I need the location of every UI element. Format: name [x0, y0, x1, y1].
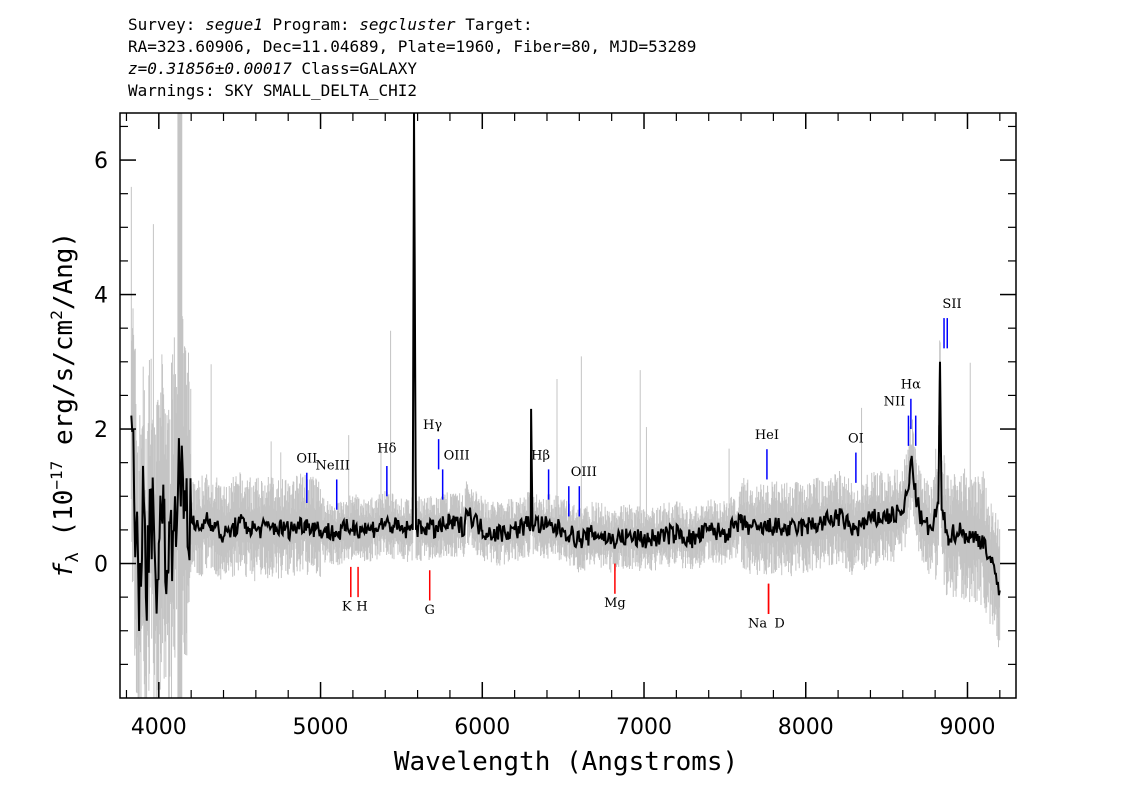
emission-line-label: OI	[848, 431, 864, 446]
spectrum-header: Survey: segue1 Program: segcluster Targe…	[128, 14, 696, 102]
y-axis-exponent-2: 2	[47, 310, 66, 320]
y-axis-symbol: f	[49, 562, 79, 578]
emission-line-label: NeIII	[315, 458, 349, 473]
absorption-line-label: Na	[748, 616, 767, 631]
target-label: Target:	[465, 15, 533, 34]
absorption-line-label: Mg	[604, 596, 626, 611]
emission-line-label: Hδ	[377, 442, 396, 457]
y-tick-label: 2	[94, 418, 108, 443]
flux-line	[130, 113, 1001, 632]
survey-label: Survey:	[128, 15, 196, 34]
x-tick-label: 8000	[778, 715, 834, 740]
emission-line-label: Hγ	[423, 418, 442, 433]
y-axis-title: fλ (10−17 erg/s/cm2/Ang)	[47, 232, 83, 578]
y-axis-unit-mid: erg/s/cm	[49, 320, 79, 461]
redshift-value: z=0.31856±0.00017	[128, 59, 292, 78]
y-axis-unit-end: /Ang)	[49, 232, 79, 310]
emission-line-label: HeI	[755, 428, 779, 443]
plot-frame	[119, 112, 1017, 699]
absorption-line-label: K	[342, 600, 352, 615]
emission-line-label: Hβ	[531, 448, 550, 463]
y-axis-exponent: −17	[47, 461, 66, 490]
header-line-1: Survey: segue1 Program: segcluster Targe…	[128, 14, 696, 36]
emission-line-label: Hα	[901, 378, 921, 393]
absorption-line-label: G	[425, 603, 435, 618]
masked-region	[177, 113, 183, 698]
x-tick-label: 5000	[293, 715, 349, 740]
masked-region-bar	[177, 113, 183, 698]
absorption-line-label: H	[356, 600, 367, 615]
emission-line-label: OII	[296, 452, 317, 467]
emission-line-label: NII	[884, 395, 906, 410]
header-line-2: RA=323.60906, Dec=11.04689, Plate=1960, …	[128, 37, 697, 56]
emission-line-label: OIII	[444, 448, 470, 463]
y-tick-label: 6	[94, 149, 108, 174]
emission-line-label: SII	[942, 297, 961, 312]
absorption-line-label: D	[774, 616, 784, 631]
plot-area	[130, 113, 1001, 698]
program-value: segcluster	[359, 15, 456, 34]
header-line-3: z=0.31856±0.00017 Class=GALAXY	[128, 58, 696, 80]
x-tick-label: 6000	[454, 715, 510, 740]
x-axis-title: Wavelength (Angstroms)	[394, 747, 738, 777]
flux-series	[130, 113, 1001, 632]
x-tick-label: 4000	[131, 715, 187, 740]
warnings-line: Warnings: SKY SMALL_DELTA_CHI2	[128, 81, 417, 100]
line-markers	[306, 318, 949, 614]
x-tick-label: 7000	[616, 715, 672, 740]
survey-value: segue1	[205, 15, 263, 34]
y-axis-subscript: λ	[63, 552, 83, 562]
class-value: Class=GALAXY	[301, 59, 417, 78]
emission-line-label: OIII	[571, 465, 597, 480]
y-axis-unit-start: (10	[49, 490, 79, 553]
x-tick-label: 9000	[939, 715, 995, 740]
error-band	[130, 154, 1001, 698]
axis-ticks: 4000 5000 6000 7000 8000 9000 0 2 4 6	[94, 113, 1016, 740]
program-label: Program:	[272, 15, 350, 34]
y-tick-label: 0	[94, 553, 108, 578]
y-tick-label: 4	[94, 284, 108, 309]
